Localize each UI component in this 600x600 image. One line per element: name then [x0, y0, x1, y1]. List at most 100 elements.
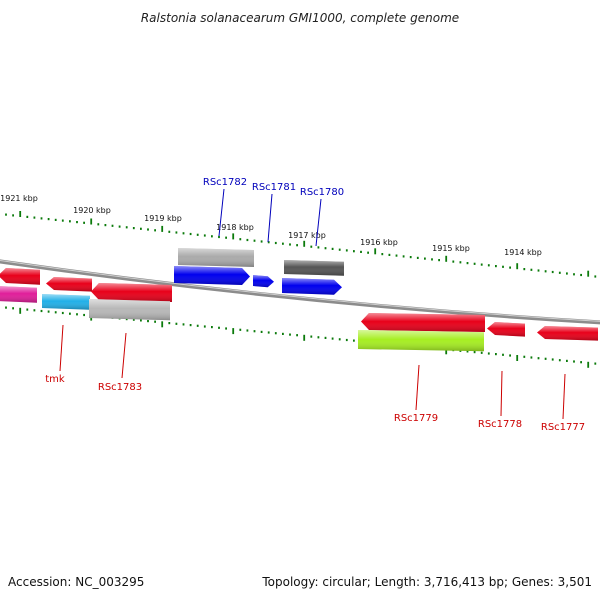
map-title: Ralstonia solanacearum GMI1000, complete…	[141, 11, 459, 25]
genome-summary-text: Topology: circular; Length: 3,716,413 bp…	[261, 575, 592, 589]
scale-label: 1917 kbp	[288, 231, 326, 240]
lower-scale-minor-tick	[225, 327, 227, 330]
upper-scale-major-tick	[516, 263, 519, 270]
gene-label[interactable]: RSc1780	[300, 187, 344, 198]
gene-label[interactable]: RSc1778	[478, 419, 522, 430]
gene-label[interactable]: RSc1783	[98, 382, 142, 393]
upper-scale-minor-tick	[12, 214, 14, 217]
gene-feature-shading	[89, 299, 170, 321]
accession-text: Accession: NC_003295	[8, 575, 144, 589]
upper-scale-minor-tick	[438, 259, 440, 262]
upper-scale-minor-tick	[61, 219, 64, 222]
lower-scale-minor-tick	[239, 328, 242, 331]
lower-scale-minor-tick	[523, 355, 526, 358]
scale-label: 1920 kbp	[73, 206, 111, 215]
gene-labels: RSc1782 RSc1781 RSc1780 tmk RSc1783 RSc1779 RS…	[45, 177, 585, 433]
lower-scale-minor-tick	[345, 338, 348, 342]
upper-scale-minor-tick	[97, 223, 100, 226]
upper-scale-minor-tick	[147, 228, 149, 231]
lower-scale-minor-tick	[324, 336, 327, 339]
gene-feature-shading	[284, 260, 344, 276]
lower-scale-minor-tick	[175, 322, 178, 325]
lower-scale-minor-tick	[495, 353, 497, 356]
lower-scale-major-tick	[516, 355, 519, 361]
lower-scale-minor-tick	[5, 306, 7, 309]
upper-scale-minor-tick	[367, 251, 369, 254]
upper-scale-minor-tick	[360, 250, 362, 253]
lower-scale-minor-tick	[83, 313, 85, 317]
upper-scale-minor-tick	[310, 245, 313, 248]
gene-label[interactable]: RSc1781	[252, 182, 296, 193]
lower-scale-major-tick	[587, 361, 590, 368]
gene-feature-shading	[358, 330, 484, 352]
upper-scale-minor-tick	[573, 273, 575, 276]
lower-scale-minor-tick	[338, 338, 341, 341]
scale-label: 1918 kbp	[216, 223, 254, 232]
upper-scale-minor-tick	[225, 236, 227, 239]
upper-scale-major-tick	[374, 248, 377, 255]
lower-scale-minor-tick	[203, 325, 206, 328]
gene-label[interactable]: tmk	[45, 374, 65, 385]
upper-scale-minor-tick	[83, 221, 85, 224]
upper-scale-minor-tick	[274, 241, 277, 245]
lower-scale-minor-tick	[189, 324, 192, 327]
lower-scale-minor-tick	[282, 332, 284, 335]
gene-feature-shading	[537, 326, 598, 341]
gene-label[interactable]: RSc1782	[203, 177, 247, 188]
upper-scale-minor-tick	[466, 262, 469, 265]
gene-feature-shading	[282, 278, 342, 295]
gene-label[interactable]: RSc1777	[541, 422, 585, 433]
gene-feature-shading	[174, 266, 250, 285]
gene-label-leader	[500, 370, 503, 417]
upper-scale-minor-tick	[317, 246, 320, 249]
upper-scale-major-tick	[161, 225, 164, 232]
upper-scale-minor-tick	[125, 226, 128, 229]
scale-labels: 1921 kbp 1920 kbp 1919 kbp 1918 kbp 1917 kbp…	[0, 194, 542, 257]
upper-scale-minor-tick	[282, 242, 284, 245]
upper-scale-minor-tick	[154, 229, 156, 232]
lower-scale-minor-tick	[353, 339, 355, 342]
upper-scale-minor-tick	[111, 224, 114, 227]
lower-scale-minor-tick	[253, 330, 256, 333]
upper-scale-minor-tick	[409, 256, 412, 259]
upper-scale-minor-tick	[5, 213, 7, 216]
upper-scale-minor-tick	[395, 254, 398, 257]
upper-scale-minor-tick	[487, 264, 490, 267]
lower-scale-minor-tick	[317, 336, 320, 339]
upper-scale-minor-tick	[189, 232, 192, 236]
upper-scale-minor-tick	[558, 271, 561, 274]
gene-feature-shading	[253, 275, 274, 288]
scale-label: 1914 kbp	[504, 248, 542, 257]
upper-scale-minor-tick	[54, 218, 57, 221]
upper-scale-minor-tick	[175, 231, 178, 234]
upper-scale-minor-tick	[594, 275, 597, 278]
lower-scale-minor-tick	[12, 307, 14, 310]
upper-scale-minor-tick	[509, 266, 511, 269]
lower-scale-minor-tick	[69, 312, 71, 315]
lower-scale-minor-tick	[33, 309, 36, 312]
upper-scale-minor-tick	[530, 268, 533, 271]
lower-scale-major-tick	[161, 321, 164, 328]
upper-scale-minor-tick	[431, 258, 433, 261]
upper-scale-minor-tick	[289, 243, 291, 246]
upper-scale-minor-tick	[203, 234, 206, 237]
upper-scale-minor-tick	[296, 244, 298, 247]
scale-label: 1915 kbp	[432, 244, 470, 253]
upper-scale-minor-tick	[211, 235, 213, 238]
lower-scale-minor-tick	[196, 324, 199, 327]
lower-scale-minor-tick	[246, 329, 249, 332]
lower-scale-minor-tick	[154, 320, 156, 323]
lower-scale-minor-tick	[274, 332, 277, 335]
upper-scale-minor-tick	[132, 227, 135, 230]
upper-scale-minor-tick	[196, 233, 199, 236]
upper-scale-minor-tick	[104, 224, 107, 227]
lower-scale-minor-tick	[47, 310, 50, 313]
gene-label[interactable]: RSc1779	[394, 413, 438, 424]
upper-scale-minor-tick	[253, 239, 256, 242]
lower-scale-minor-tick	[558, 359, 561, 362]
upper-scale-minor-tick	[424, 257, 426, 260]
lower-scale-minor-tick	[466, 350, 469, 353]
lower-scale-minor-tick	[502, 353, 504, 356]
lower-scale-minor-tick	[544, 357, 547, 360]
